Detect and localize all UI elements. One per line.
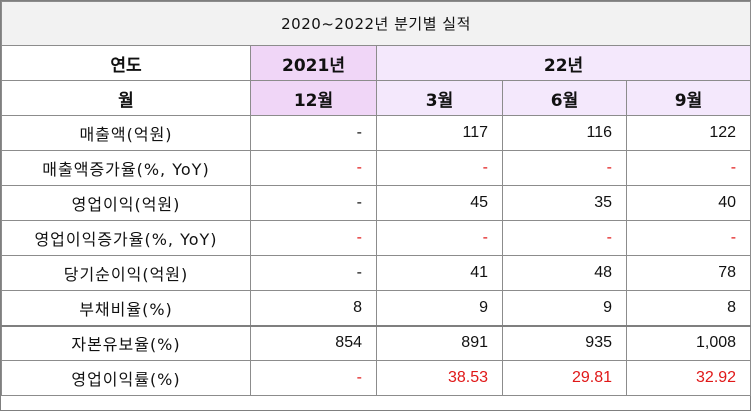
cell-value: - [250, 255, 377, 291]
cell-value: 891 [376, 324, 503, 361]
cell-value: - [502, 220, 627, 256]
cell-value: 117 [376, 115, 503, 151]
cell-value: - [502, 150, 627, 186]
table-row: 부채비율(%) 8 9 9 8 [1, 290, 751, 326]
cell-value: - [376, 150, 503, 186]
month-header-3: 3월 [376, 80, 503, 116]
table-row: 매출액증가율(%, YoY) - - - - [1, 150, 751, 186]
cell-value: - [250, 150, 377, 186]
table-title: 2020~2022년 분기별 실적 [0, 1, 751, 46]
cell-value: - [250, 185, 377, 221]
cell-value: 8 [250, 290, 377, 326]
cell-value: - [625, 220, 751, 256]
cell-value: 38.53 [376, 360, 503, 396]
table-row: 자본유보율(%) 854 891 935 1,008 [1, 324, 751, 361]
cell-value: 78 [625, 255, 751, 291]
year-22-header: 22년 [375, 45, 751, 81]
cell-value: - [376, 220, 503, 256]
year-header-label: 연도 [1, 45, 251, 81]
cell-value: 122 [625, 115, 751, 151]
cell-value: 40 [625, 185, 751, 221]
cell-value: 41 [376, 255, 503, 291]
month-header-12: 12월 [250, 80, 377, 116]
cell-value: 32.92 [625, 360, 751, 396]
table-row: 매출액(억원) - 117 116 122 [1, 115, 751, 151]
table-row: 당기순이익(억원) - 41 48 78 [1, 255, 751, 291]
cell-value: 45 [376, 185, 503, 221]
cell-value: 48 [502, 255, 627, 291]
cell-value: - [250, 220, 377, 256]
cell-value: - [250, 360, 377, 396]
row-label: 당기순이익(억원) [1, 255, 251, 291]
cell-value: 8 [625, 290, 751, 326]
table-row: 영업이익률(%) - 38.53 29.81 32.92 [1, 360, 751, 396]
cell-value: 9 [376, 290, 503, 326]
month-header-6: 6월 [502, 80, 627, 116]
cell-value: 1,008 [625, 324, 751, 361]
cell-value: 116 [502, 115, 627, 151]
cell-value: 935 [502, 324, 627, 361]
cell-value: 854 [250, 324, 377, 361]
month-header-9: 9월 [625, 80, 751, 116]
cell-value: - [625, 150, 751, 186]
row-label: 영업이익증가율(%, YoY) [1, 220, 251, 256]
quarterly-earnings-table: 2020~2022년 분기별 실적 연도 2021년 22년 월 12월 3월 … [0, 1, 751, 396]
table-row: 영업이익증가율(%, YoY) - - - - [1, 220, 751, 256]
table-row: 영업이익(억원) - 45 35 40 [1, 185, 751, 221]
cell-value: - [250, 115, 377, 151]
row-label: 매출액(억원) [1, 115, 251, 151]
row-label: 매출액증가율(%, YoY) [1, 150, 251, 186]
row-label: 영업이익률(%) [1, 360, 251, 396]
row-label: 자본유보율(%) [1, 324, 251, 361]
cell-value: 9 [502, 290, 627, 326]
year-2021-header: 2021년 [250, 45, 377, 81]
month-header-label: 월 [1, 80, 251, 116]
row-label: 부채비율(%) [1, 290, 251, 326]
cell-value: 29.81 [502, 360, 627, 396]
cell-value: 35 [502, 185, 627, 221]
row-label: 영업이익(억원) [1, 185, 251, 221]
